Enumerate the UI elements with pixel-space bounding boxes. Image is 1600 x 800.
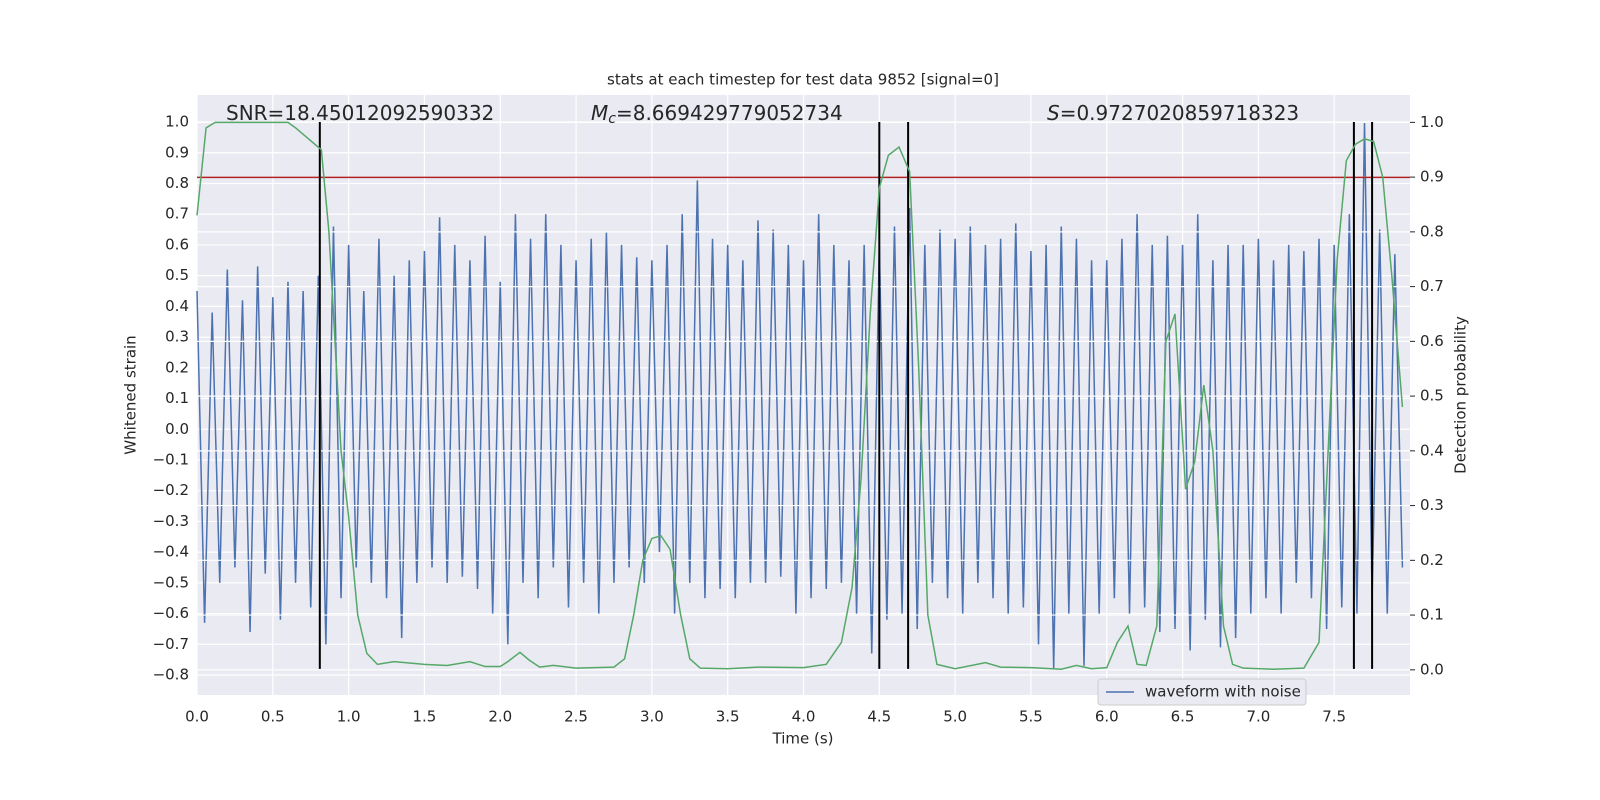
y-tick-label: 0.1 xyxy=(165,389,189,407)
y2-tick-label: 0.9 xyxy=(1420,168,1444,186)
y-tick-label: −0.8 xyxy=(153,666,189,684)
x-tick-label: 5.0 xyxy=(943,708,967,726)
y-tick-label: 0.9 xyxy=(165,143,189,161)
annotation-text: =0.9727020859718323 xyxy=(1060,101,1299,125)
x-tick-label: 3.0 xyxy=(640,708,664,726)
x-tick-label: 3.5 xyxy=(716,708,740,726)
x-tick-label: 6.5 xyxy=(1171,708,1195,726)
y-tick-label: −0.6 xyxy=(153,604,189,622)
annotation-subscript: c xyxy=(608,111,616,127)
y-tick-label: 0.7 xyxy=(165,205,189,223)
y-tick-label: 0.5 xyxy=(165,266,189,284)
chart-title: stats at each timestep for test data 985… xyxy=(607,71,999,89)
x-tick-label: 7.5 xyxy=(1322,708,1346,726)
y2-tick-label: 0.2 xyxy=(1420,551,1444,569)
y2-tick-label: 0.8 xyxy=(1420,222,1444,240)
y-tick-label: 0.8 xyxy=(165,174,189,192)
x-tick-label: 4.0 xyxy=(792,708,816,726)
annotation-text: SNR=18.45012092590332 xyxy=(226,101,494,125)
y2-tick-label: 0.4 xyxy=(1420,441,1444,459)
y-tick-label: −0.3 xyxy=(153,512,189,530)
x-tick-label: 0.5 xyxy=(261,708,285,726)
y2-tick-label: 0.7 xyxy=(1420,277,1444,295)
y-tick-label: −0.4 xyxy=(153,543,189,561)
y2-tick-label: 0.5 xyxy=(1420,387,1444,405)
annotation: S=0.9727020859718323 xyxy=(1047,101,1299,125)
series-line xyxy=(196,121,1404,671)
y-axis-label: Whitened strain xyxy=(122,335,140,454)
legend-box xyxy=(1097,678,1307,706)
x-tick-label: 0.0 xyxy=(185,708,209,726)
y2-tick-label: 1.0 xyxy=(1420,113,1444,131)
y2-axis-label: Detection probability xyxy=(1452,316,1470,474)
y-tick-label: −0.2 xyxy=(153,481,189,499)
annotation: Mc=8.669429779052734 xyxy=(591,101,843,128)
legend-label: waveform with noise xyxy=(1145,683,1301,701)
annotation: SNR=18.45012092590332 xyxy=(226,101,494,125)
y-tick-label: 0.6 xyxy=(165,235,189,253)
y-tick-label: −0.1 xyxy=(153,450,189,468)
y-tick-label: 0.4 xyxy=(165,297,189,315)
annotation-symbol: S xyxy=(1047,101,1060,125)
y-tick-label: 0.2 xyxy=(165,358,189,376)
x-tick-label: 2.0 xyxy=(488,708,512,726)
x-tick-label: 5.5 xyxy=(1019,708,1043,726)
y-tick-label: −0.5 xyxy=(153,573,189,591)
series-line xyxy=(196,122,1404,669)
y-tick-label: 1.0 xyxy=(165,113,189,131)
x-axis-label: Time (s) xyxy=(772,730,834,748)
y-tick-label: 0.0 xyxy=(165,420,189,438)
x-tick-label: 6.0 xyxy=(1095,708,1119,726)
y-tick-label: 0.3 xyxy=(165,328,189,346)
x-tick-label: 1.0 xyxy=(337,708,361,726)
x-tick-label: 4.5 xyxy=(867,708,891,726)
y2-tick-label: 0.0 xyxy=(1420,660,1444,678)
x-tick-label: 7.0 xyxy=(1246,708,1270,726)
y-tick-label: −0.7 xyxy=(153,635,189,653)
annotation-symbol: M xyxy=(591,101,608,125)
y2-tick-label: 0.1 xyxy=(1420,606,1444,624)
y2-tick-label: 0.6 xyxy=(1420,332,1444,350)
annotation-text: =8.669429779052734 xyxy=(616,101,843,125)
y2-tick-label: 0.3 xyxy=(1420,496,1444,514)
x-tick-label: 2.5 xyxy=(564,708,588,726)
x-tick-label: 1.5 xyxy=(413,708,437,726)
